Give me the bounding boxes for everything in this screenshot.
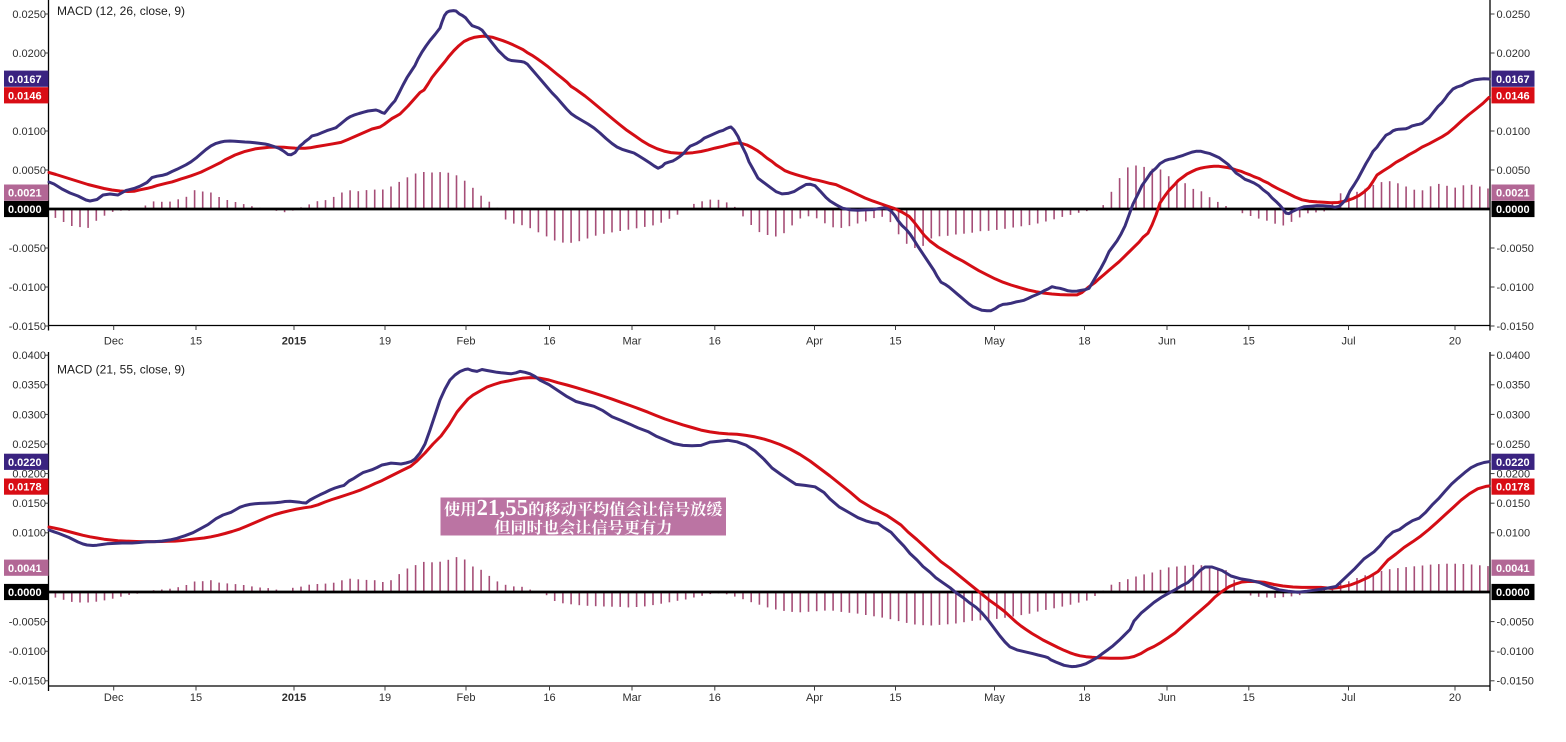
svg-text:18: 18 [1078,336,1090,348]
svg-text:Feb: Feb [457,692,476,704]
svg-text:0.0400: 0.0400 [1497,350,1531,362]
svg-text:0.0220: 0.0220 [8,457,42,469]
svg-text:-0.0050: -0.0050 [1497,617,1534,629]
svg-text:15: 15 [889,336,901,348]
svg-text:Apr: Apr [806,336,823,348]
svg-text:19: 19 [379,336,391,348]
svg-text:0.0350: 0.0350 [1497,380,1531,392]
svg-text:-0.0150: -0.0150 [9,676,46,688]
svg-text:Mar: Mar [623,692,642,704]
svg-text:0.0000: 0.0000 [1496,204,1530,216]
svg-text:-0.0100: -0.0100 [9,282,46,294]
svg-text:0.0150: 0.0150 [12,498,46,510]
svg-text:0.0200: 0.0200 [1497,469,1531,481]
svg-text:0.0220: 0.0220 [1496,457,1530,469]
svg-text:0.0150: 0.0150 [1497,498,1531,510]
svg-text:15: 15 [889,692,901,704]
svg-text:0.0300: 0.0300 [1497,409,1531,421]
svg-text:0.0178: 0.0178 [1496,482,1530,494]
svg-text:16: 16 [709,692,721,704]
svg-text:0.0000: 0.0000 [8,204,42,216]
svg-text:0.0041: 0.0041 [8,563,42,575]
svg-text:0.0100: 0.0100 [12,528,46,540]
svg-text:-0.0050: -0.0050 [1497,243,1534,255]
svg-text:0.0021: 0.0021 [8,188,42,200]
svg-text:MACD (21, 55, close, 9): MACD (21, 55, close, 9) [57,363,185,377]
svg-text:May: May [984,336,1005,348]
svg-text:Jul: Jul [1341,336,1355,348]
svg-text:15: 15 [190,336,202,348]
svg-text:0.0300: 0.0300 [12,409,46,421]
svg-text:0.0200: 0.0200 [12,48,46,60]
svg-text:16: 16 [709,336,721,348]
svg-text:19: 19 [379,692,391,704]
svg-text:May: May [984,692,1005,704]
svg-text:MACD (12, 26, close, 9): MACD (12, 26, close, 9) [57,4,185,18]
svg-text:0.0250: 0.0250 [12,439,46,451]
svg-text:0.0400: 0.0400 [12,350,46,362]
svg-text:Dec: Dec [104,692,124,704]
svg-text:-0.0050: -0.0050 [9,617,46,629]
svg-text:0.0041: 0.0041 [1496,563,1530,575]
svg-text:0.0250: 0.0250 [1497,439,1531,451]
svg-text:16: 16 [543,336,555,348]
svg-text:20: 20 [1449,692,1461,704]
svg-text:0.0250: 0.0250 [12,9,46,21]
svg-text:0.0200: 0.0200 [1497,48,1531,60]
svg-text:-0.0150: -0.0150 [1497,676,1534,688]
svg-text:-0.0100: -0.0100 [1497,282,1534,294]
svg-text:Feb: Feb [457,336,476,348]
svg-text:0.0167: 0.0167 [1496,74,1530,86]
svg-text:20: 20 [1449,336,1461,348]
svg-text:Jun: Jun [1158,692,1176,704]
svg-text:0.0000: 0.0000 [8,587,42,599]
svg-text:0.0200: 0.0200 [12,469,46,481]
svg-text:0.0100: 0.0100 [1497,126,1531,138]
svg-text:0.0146: 0.0146 [8,90,42,102]
svg-text:0.0350: 0.0350 [12,380,46,392]
svg-text:Mar: Mar [623,336,642,348]
svg-text:0.0250: 0.0250 [1497,9,1531,21]
svg-text:0.0100: 0.0100 [12,126,46,138]
svg-text:0.0000: 0.0000 [1496,587,1530,599]
svg-text:2015: 2015 [282,336,306,348]
svg-text:18: 18 [1078,692,1090,704]
svg-text:0.0021: 0.0021 [1496,188,1530,200]
svg-text:15: 15 [190,692,202,704]
svg-text:Jul: Jul [1341,692,1355,704]
svg-text:Jun: Jun [1158,336,1176,348]
svg-text:15: 15 [1243,692,1255,704]
svg-text:15: 15 [1243,336,1255,348]
svg-text:Dec: Dec [104,336,124,348]
svg-text:0.0178: 0.0178 [8,482,42,494]
svg-text:0.0100: 0.0100 [1497,528,1531,540]
svg-text:-0.0150: -0.0150 [1497,321,1534,333]
svg-text:16: 16 [543,692,555,704]
svg-text:0.0050: 0.0050 [12,165,46,177]
svg-text:-0.0150: -0.0150 [9,321,46,333]
svg-text:-0.0100: -0.0100 [1497,646,1534,658]
svg-text:2015: 2015 [282,692,306,704]
svg-text:Apr: Apr [806,692,823,704]
svg-text:0.0050: 0.0050 [1497,165,1531,177]
svg-text:0.0167: 0.0167 [8,74,42,86]
svg-text:0.0146: 0.0146 [1496,90,1530,102]
svg-text:-0.0100: -0.0100 [9,646,46,658]
svg-text:-0.0050: -0.0050 [9,243,46,255]
